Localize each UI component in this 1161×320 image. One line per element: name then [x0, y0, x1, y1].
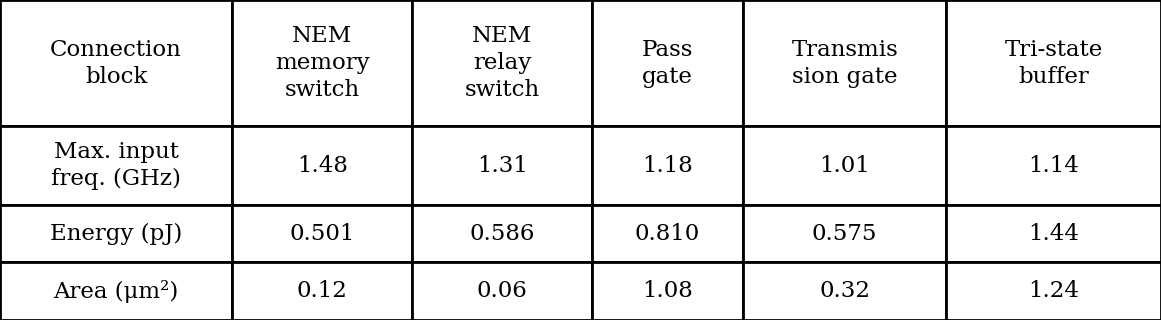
Bar [232, 262, 412, 320]
Text: Tri-state
buffer: Tri-state buffer [1004, 39, 1103, 88]
Bar [592, 126, 743, 205]
Bar [743, 0, 946, 126]
Bar [412, 262, 592, 320]
Bar [592, 262, 743, 320]
Text: 0.586: 0.586 [469, 223, 535, 244]
Bar [592, 0, 743, 126]
Bar [946, 0, 1161, 126]
Text: 1.48: 1.48 [297, 155, 347, 177]
Text: 0.575: 0.575 [812, 223, 878, 244]
Bar [0, 205, 232, 262]
Bar [743, 205, 946, 262]
Text: 1.08: 1.08 [642, 280, 693, 302]
Bar [412, 126, 592, 205]
Text: Energy (pJ): Energy (pJ) [50, 222, 182, 245]
Text: Max. input
freq. (GHz): Max. input freq. (GHz) [51, 141, 181, 190]
Bar [946, 126, 1161, 205]
Text: NEM
memory
switch: NEM memory switch [275, 25, 369, 101]
Text: 0.810: 0.810 [635, 223, 700, 244]
Text: 0.32: 0.32 [820, 280, 870, 302]
Text: 1.14: 1.14 [1029, 155, 1079, 177]
Bar [412, 205, 592, 262]
Text: Transmis
sion gate: Transmis sion gate [792, 39, 897, 88]
Text: 0.12: 0.12 [297, 280, 347, 302]
Text: Connection
block: Connection block [50, 39, 182, 88]
Text: NEM
relay
switch: NEM relay switch [464, 25, 540, 101]
Text: 1.31: 1.31 [477, 155, 527, 177]
Bar [0, 0, 232, 126]
Bar [743, 262, 946, 320]
Bar [0, 126, 232, 205]
Text: 0.06: 0.06 [477, 280, 527, 302]
Text: 1.01: 1.01 [820, 155, 870, 177]
Text: Area (μm²): Area (μm²) [53, 280, 179, 303]
Bar [743, 126, 946, 205]
Bar [232, 0, 412, 126]
Text: 1.44: 1.44 [1029, 223, 1079, 244]
Bar [232, 205, 412, 262]
Bar [412, 0, 592, 126]
Text: 1.18: 1.18 [642, 155, 693, 177]
Bar [946, 262, 1161, 320]
Bar [232, 126, 412, 205]
Text: 0.501: 0.501 [289, 223, 355, 244]
Bar [0, 262, 232, 320]
Bar [946, 205, 1161, 262]
Text: 1.24: 1.24 [1029, 280, 1079, 302]
Bar [592, 205, 743, 262]
Text: Pass
gate: Pass gate [642, 39, 693, 88]
